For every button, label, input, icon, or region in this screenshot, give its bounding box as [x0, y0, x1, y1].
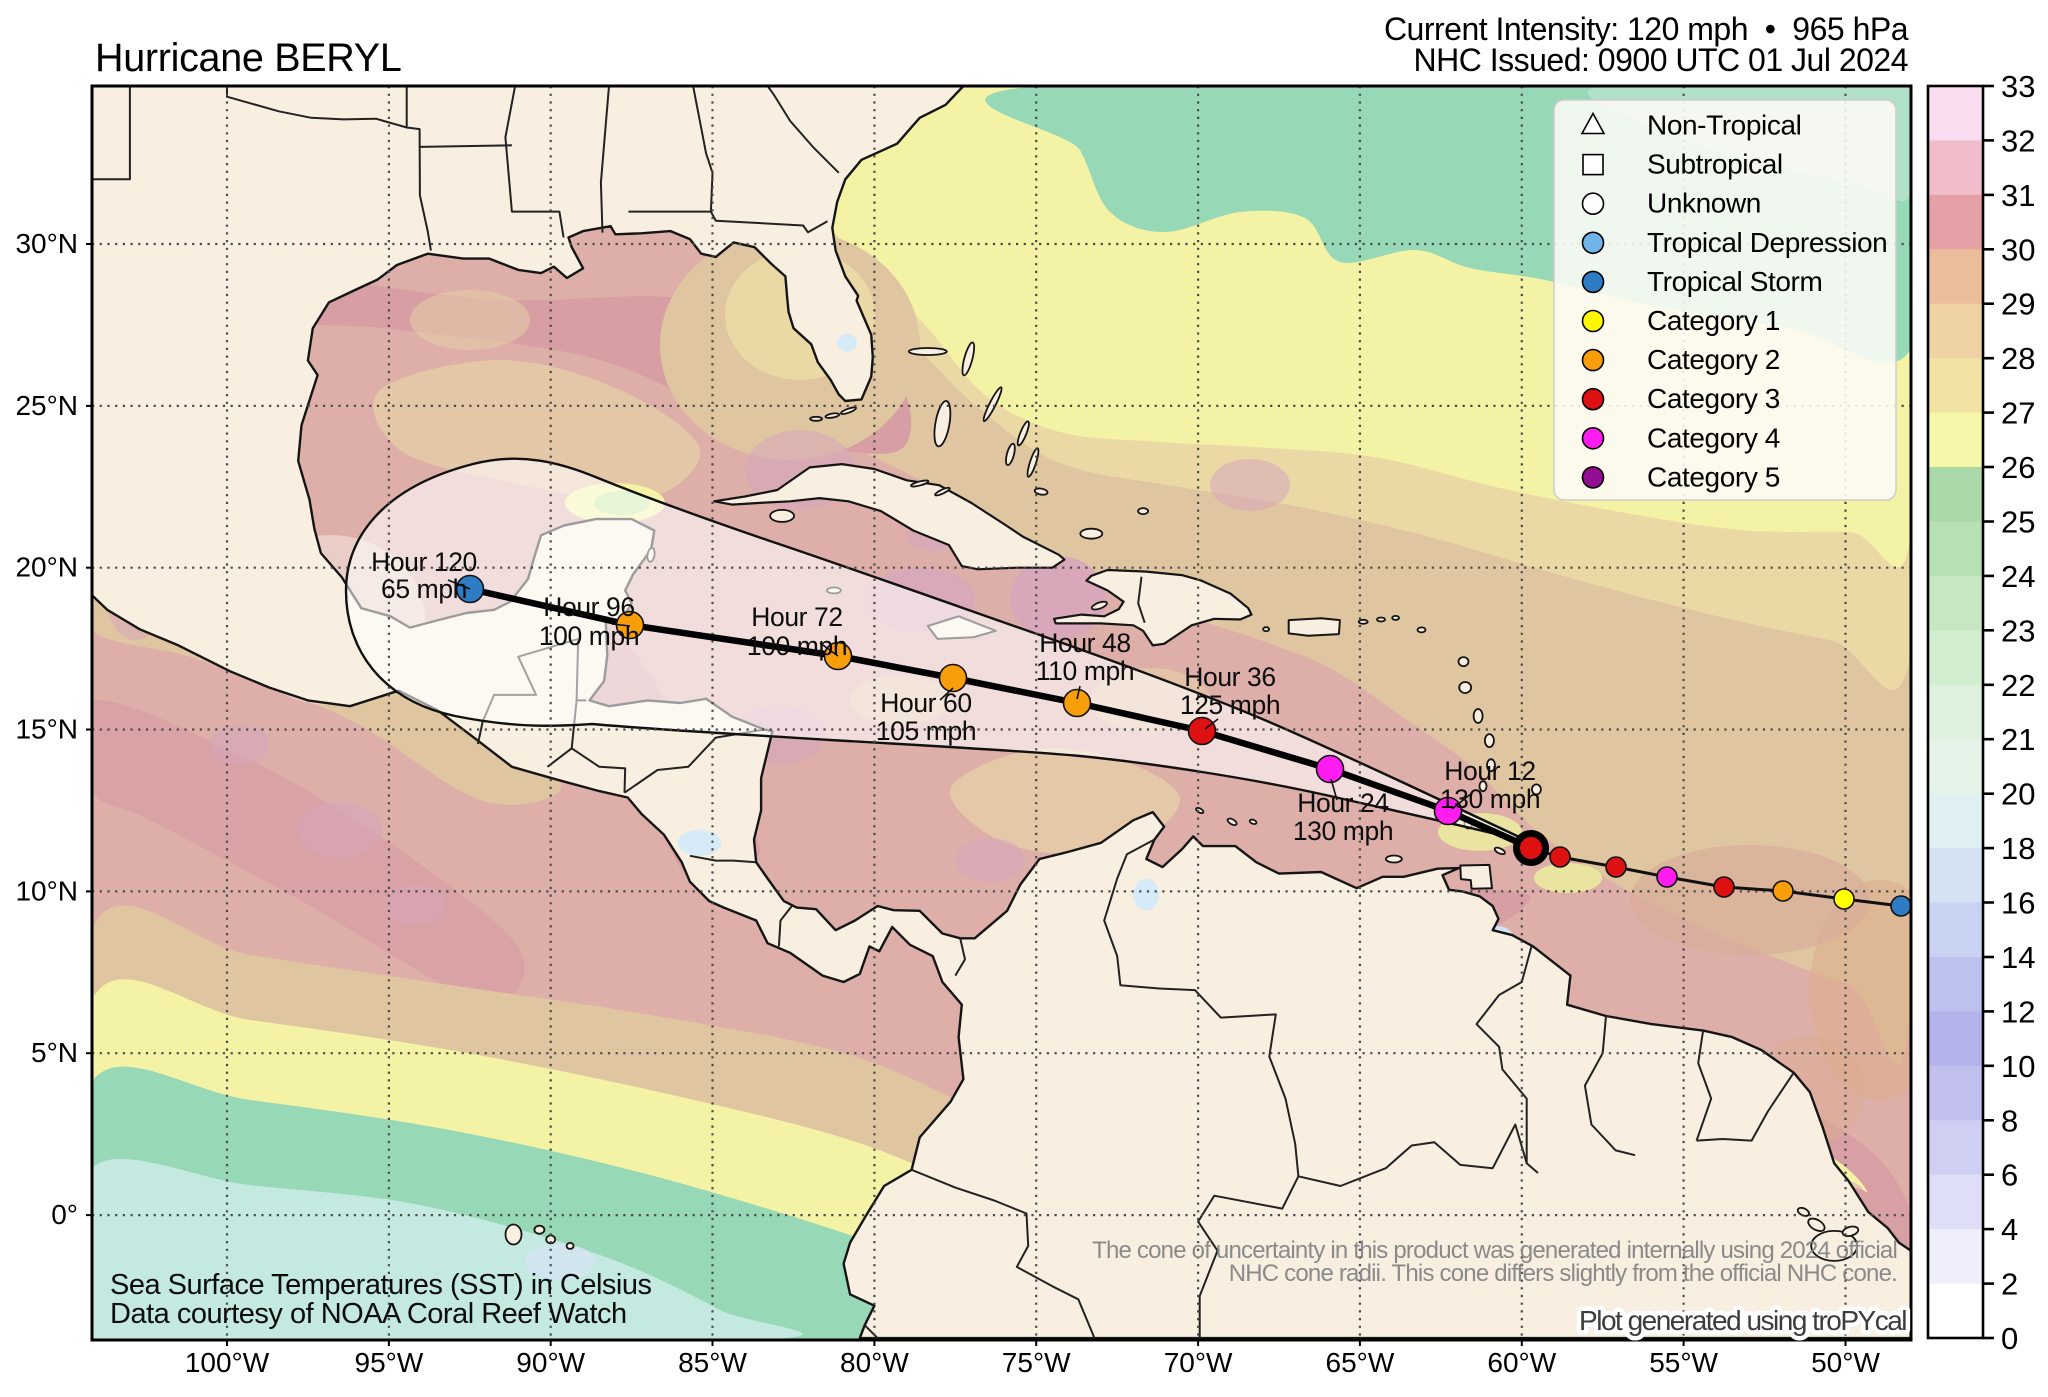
svg-text:70°W: 70°W	[1164, 1347, 1233, 1378]
svg-text:Hour 12: Hour 12	[1444, 756, 1535, 786]
svg-text:Current Intensity: 120 mph •: Current Intensity: 120 mph • 965 hPa	[1384, 11, 1909, 47]
svg-text:12: 12	[2001, 994, 2035, 1029]
svg-text:Hour 72: Hour 72	[751, 602, 842, 632]
svg-text:4: 4	[2001, 1212, 2018, 1247]
svg-text:27: 27	[2001, 396, 2035, 431]
svg-text:The cone of uncertainty in thi: The cone of uncertainty in this product …	[1092, 1237, 1897, 1264]
svg-text:Subtropical: Subtropical	[1647, 149, 1783, 180]
svg-text:33: 33	[2001, 69, 2035, 104]
svg-text:Data courtesy of NOAA Coral Re: Data courtesy of NOAA Coral Reef Watch	[110, 1298, 627, 1330]
svg-text:75°W: 75°W	[1002, 1347, 1071, 1378]
svg-text:20: 20	[2001, 777, 2035, 812]
svg-text:30: 30	[2001, 232, 2035, 267]
svg-text:Category 1: Category 1	[1647, 305, 1780, 336]
svg-text:Hour 96: Hour 96	[543, 592, 634, 622]
svg-text:105 mph: 105 mph	[876, 716, 976, 746]
svg-text:110 mph: 110 mph	[1036, 656, 1134, 686]
svg-text:65 mph: 65 mph	[381, 574, 467, 604]
svg-text:30°N: 30°N	[15, 228, 78, 259]
svg-text:NHC cone radii. This cone diff: NHC cone radii. This cone differs slight…	[1229, 1260, 1897, 1287]
svg-text:28: 28	[2001, 341, 2035, 376]
svg-text:125 mph: 125 mph	[1180, 690, 1280, 720]
svg-text:10°N: 10°N	[15, 875, 78, 906]
svg-text:Sea Surface Temperatures (SST): Sea Surface Temperatures (SST) in Celsiu…	[110, 1269, 651, 1301]
svg-text:Category 3: Category 3	[1647, 383, 1780, 414]
svg-text:Tropical Storm: Tropical Storm	[1647, 266, 1822, 297]
svg-text:14: 14	[2001, 940, 2035, 975]
svg-text:Tropical Depression: Tropical Depression	[1647, 227, 1887, 258]
svg-text:23: 23	[2001, 613, 2035, 648]
svg-text:85°W: 85°W	[678, 1347, 747, 1378]
svg-text:Hour 48: Hour 48	[1039, 628, 1130, 658]
svg-text:Category 2: Category 2	[1647, 344, 1780, 375]
svg-text:100 mph: 100 mph	[539, 621, 639, 651]
svg-text:Hour 24: Hour 24	[1297, 788, 1388, 818]
svg-text:6: 6	[2001, 1158, 2018, 1193]
svg-text:0°: 0°	[51, 1199, 78, 1230]
svg-text:18: 18	[2001, 831, 2035, 866]
svg-text:65°W: 65°W	[1326, 1347, 1395, 1378]
svg-text:15°N: 15°N	[15, 714, 78, 745]
svg-text:10: 10	[2001, 1049, 2035, 1084]
svg-text:90°W: 90°W	[516, 1347, 585, 1378]
svg-text:100 mph: 100 mph	[747, 631, 847, 661]
svg-text:Hour 36: Hour 36	[1184, 662, 1275, 692]
svg-text:Non-Tropical: Non-Tropical	[1647, 110, 1801, 141]
svg-text:80°W: 80°W	[840, 1347, 909, 1378]
svg-text:Plot generated using troPYcal: Plot generated using troPYcal	[1579, 1305, 1906, 1336]
svg-text:25°N: 25°N	[15, 390, 78, 421]
svg-text:22: 22	[2001, 668, 2035, 703]
svg-text:130 mph: 130 mph	[1293, 816, 1393, 846]
svg-text:25: 25	[2001, 505, 2035, 540]
svg-text:26: 26	[2001, 450, 2035, 485]
svg-text:50°W: 50°W	[1811, 1347, 1880, 1378]
svg-text:95°W: 95°W	[355, 1347, 424, 1378]
svg-text:100°W: 100°W	[185, 1347, 270, 1378]
svg-text:5°N: 5°N	[31, 1037, 78, 1068]
svg-text:21: 21	[2001, 722, 2035, 757]
svg-text:60°W: 60°W	[1487, 1347, 1556, 1378]
svg-text:20°N: 20°N	[15, 552, 78, 583]
svg-text:55°W: 55°W	[1649, 1347, 1718, 1378]
svg-text:2: 2	[2001, 1267, 2018, 1302]
svg-text:Unknown: Unknown	[1647, 188, 1761, 219]
svg-text:16: 16	[2001, 886, 2035, 921]
svg-text:Hour 120: Hour 120	[371, 547, 477, 577]
svg-text:Hour 60: Hour 60	[880, 688, 971, 718]
svg-text:Category 5: Category 5	[1647, 461, 1780, 492]
svg-text:130 mph: 130 mph	[1440, 784, 1540, 814]
svg-text:0: 0	[2001, 1321, 2018, 1356]
svg-text:29: 29	[2001, 287, 2035, 322]
svg-text:31: 31	[2001, 178, 2035, 213]
svg-text:24: 24	[2001, 559, 2035, 594]
svg-text:Category 4: Category 4	[1647, 422, 1780, 453]
svg-text:NHC Issued: 0900 UTC 01 Jul 20: NHC Issued: 0900 UTC 01 Jul 2024	[1414, 42, 1908, 78]
svg-text:32: 32	[2001, 123, 2035, 158]
svg-text:Hurricane BERYL: Hurricane BERYL	[95, 36, 402, 80]
svg-text:8: 8	[2001, 1103, 2018, 1138]
